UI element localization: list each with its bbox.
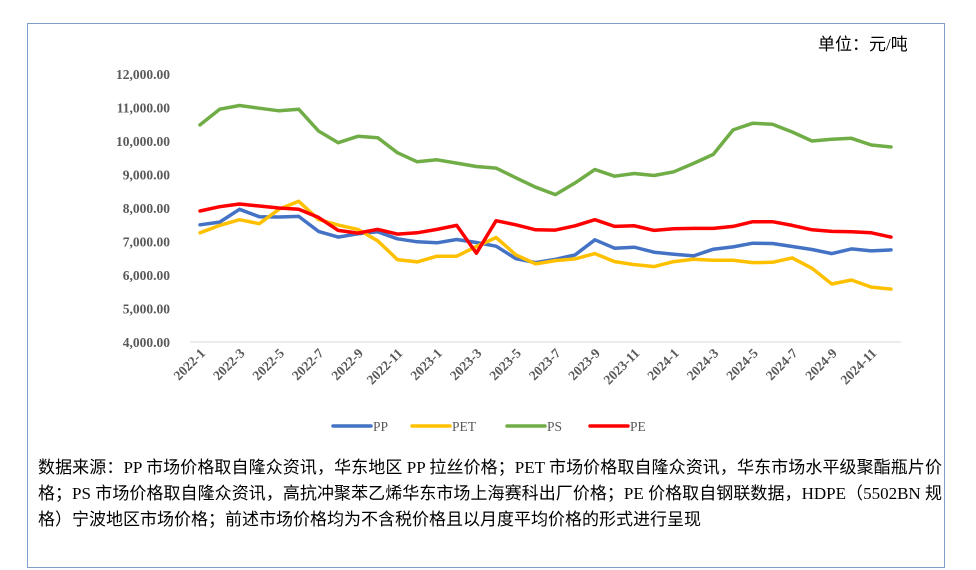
y-tick-label: 9,000.00	[123, 168, 171, 183]
series-line-pe	[198, 202, 893, 255]
y-tick-label: 11,000.00	[117, 101, 171, 116]
unit-label: 单位：元/吨	[818, 35, 908, 54]
series-line-pp	[198, 207, 893, 265]
y-tick-label: 5,000.00	[123, 302, 171, 317]
legend-label-ps: PS	[547, 419, 562, 434]
legend: PP PET PS PE	[331, 419, 646, 434]
x-tick-label: 2023-5	[486, 345, 524, 383]
legend-label-pe: PE	[630, 419, 646, 434]
y-tick-label: 6,000.00	[123, 268, 171, 283]
y-tick-label: 4,000.00	[123, 335, 171, 350]
series-lines	[198, 103, 893, 291]
x-tick-label: 2023-11	[601, 345, 643, 387]
legend-label-pp: PP	[373, 419, 388, 434]
series-line-ps	[198, 103, 893, 197]
x-tick-label: 2023-1	[407, 345, 445, 383]
x-tick-label: 2024-11	[837, 345, 879, 387]
x-tick-label: 2023-9	[565, 345, 603, 383]
y-tick-label: 7,000.00	[123, 235, 171, 250]
x-tick-label: 2024-1	[644, 345, 682, 383]
x-tick-label: 2022-7	[289, 345, 327, 383]
x-tick-label: 2022-5	[249, 345, 287, 383]
chart-frame	[27, 23, 945, 568]
data-source-note: 数据来源：PP 市场价格取自隆众资讯，华东地区 PP 拉丝价格；PET 市场价格…	[38, 458, 942, 529]
x-tick-label: 2024-5	[723, 345, 761, 383]
x-tick-label: 2024-9	[802, 345, 840, 383]
x-tick-label: 2024-3	[684, 345, 722, 383]
x-tick-label: 2022-3	[210, 345, 248, 383]
x-tick-label: 2022-11	[364, 345, 406, 387]
x-tick-label: 2022-1	[170, 345, 208, 383]
x-tick-label: 2022-9	[328, 345, 366, 383]
x-tick-label: 2023-7	[526, 345, 564, 383]
x-tick-label: 2024-7	[763, 345, 801, 383]
x-tick-label: 2023-3	[447, 345, 485, 383]
y-tick-label: 12,000.00	[116, 67, 170, 82]
legend-label-pet: PET	[452, 419, 477, 434]
line-chart: 4,000.00 5,000.00 6,000.00 7,000.00 8,000.00…	[116, 67, 901, 434]
y-axis-ticks: 4,000.00 5,000.00 6,000.00 7,000.00 8,000.00…	[116, 67, 170, 350]
y-tick-label: 8,000.00	[123, 201, 171, 216]
y-tick-label: 10,000.00	[116, 134, 170, 149]
